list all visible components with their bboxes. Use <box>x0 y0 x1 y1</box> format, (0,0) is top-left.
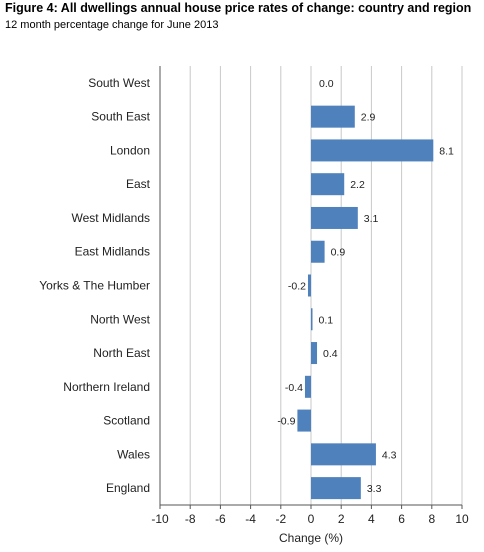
bar <box>311 308 313 331</box>
category-label: West Midlands <box>72 211 150 225</box>
bar <box>311 139 434 162</box>
bar <box>311 240 325 263</box>
category-label: East Midlands <box>75 245 150 259</box>
bars <box>297 105 434 500</box>
bar <box>297 409 311 432</box>
x-tick-label: -10 <box>151 512 169 526</box>
bar <box>311 443 376 466</box>
x-tick-label: 4 <box>368 512 375 526</box>
x-tick-label: 8 <box>428 512 435 526</box>
category-label: Northern Ireland <box>63 380 150 394</box>
data-label: -0.4 <box>285 382 303 394</box>
chart-subtitle: 12 month percentage change for June 2013 <box>5 19 219 31</box>
bar <box>311 206 358 229</box>
category-label: Wales <box>117 447 150 461</box>
category-label: North West <box>90 312 150 326</box>
data-labels: 0.0 2.9 8.1 2.2 3.1 0.9 -0.2 0.1 0.4 -0.4 -0.9 4.3 3… <box>277 78 454 495</box>
bar <box>304 375 311 398</box>
category-label: East <box>126 177 151 191</box>
x-tick-label: 6 <box>398 512 405 526</box>
bar <box>311 477 361 500</box>
data-label: -0.2 <box>288 281 306 293</box>
x-tick-label: -8 <box>185 512 196 526</box>
category-label: England <box>106 481 150 495</box>
data-label: -0.9 <box>277 416 295 428</box>
category-label: Yorks & The Humber <box>39 279 150 293</box>
data-label: 0.9 <box>331 247 346 259</box>
data-label: 2.9 <box>361 112 376 124</box>
x-tick-label: 2 <box>338 512 345 526</box>
data-label: 0.1 <box>319 314 334 326</box>
gridlines <box>159 66 463 505</box>
data-label: 8.1 <box>439 145 454 157</box>
x-axis: -10 -8 -6 -4 -2 0 2 4 6 8 10 <box>151 66 469 526</box>
data-label: 3.1 <box>364 213 379 225</box>
x-tick-label: 0 <box>308 512 315 526</box>
data-label: 4.3 <box>382 449 397 461</box>
data-label: 0.0 <box>319 78 334 90</box>
category-label: London <box>110 143 150 157</box>
bar <box>311 105 355 128</box>
chart-title: Figure 4: All dwellings annual house pri… <box>5 1 472 15</box>
data-label: 2.2 <box>350 179 365 191</box>
data-label: 3.3 <box>367 483 382 495</box>
category-labels: South West South East London East West Midla… <box>39 76 150 495</box>
x-tick-label: -4 <box>245 512 256 526</box>
bar <box>311 173 345 196</box>
category-label: North East <box>93 346 150 360</box>
category-label: Scotland <box>103 414 150 428</box>
category-label: South East <box>91 110 150 124</box>
x-tick-label: -6 <box>215 512 226 526</box>
bar <box>311 342 318 365</box>
bar <box>307 274 311 297</box>
x-tick-label: 10 <box>455 512 469 526</box>
x-tick-label: -2 <box>275 512 286 526</box>
x-axis-label: Change (%) <box>279 531 343 545</box>
data-label: 0.4 <box>323 348 338 360</box>
category-label: South West <box>88 76 150 90</box>
